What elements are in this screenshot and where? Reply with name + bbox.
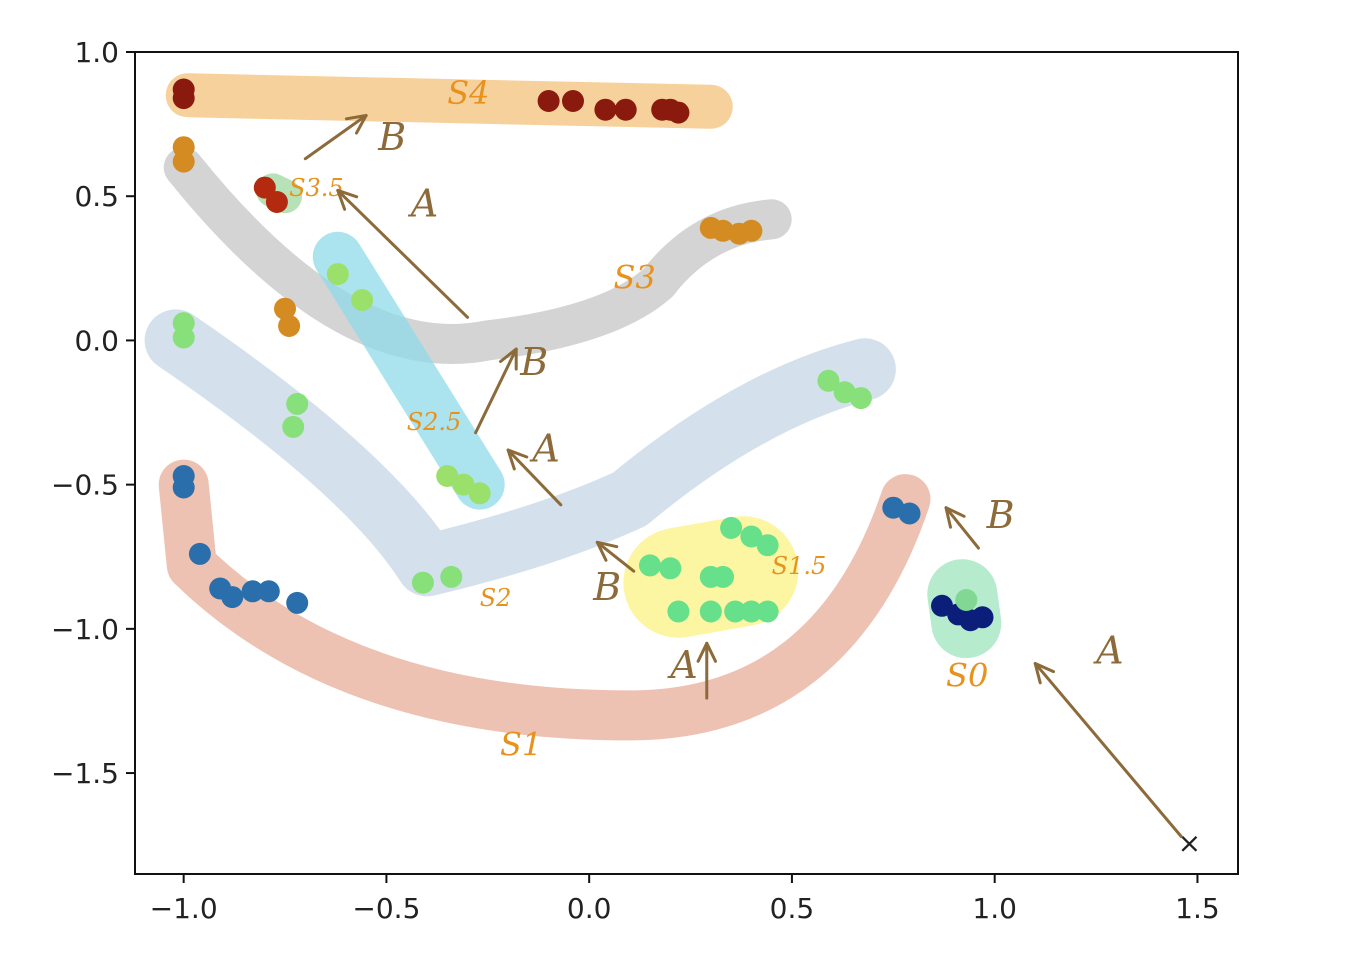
data-point (278, 315, 301, 337)
transition-label-b: B (986, 493, 1015, 537)
data-point (253, 176, 276, 199)
data-point (188, 542, 211, 565)
data-point (712, 565, 734, 588)
data-point (659, 557, 682, 580)
region-S3 (163, 147, 792, 364)
y-tick-label: −0.5 (51, 469, 119, 502)
x-tick-label: 1.0 (972, 892, 1017, 925)
data-point (756, 534, 779, 557)
data-point (955, 589, 978, 611)
region-S1 (158, 459, 931, 741)
arrow-head (944, 506, 966, 529)
data-point (172, 150, 195, 173)
transition-label-b: B (377, 115, 406, 159)
x-tick-label: 0.5 (770, 892, 815, 925)
axes-layer: −1.0 −0.5 0.0 0.5 1.0 1.5 1.0 0.5 0.0 −0.5 −1.0 −1.… (51, 36, 1220, 925)
data-point (740, 600, 763, 623)
x-tick-label: −1.0 (150, 892, 218, 925)
arrow-head (1033, 662, 1055, 685)
arrow-head (696, 641, 717, 663)
arrow-head (506, 448, 529, 471)
data-point (639, 554, 661, 577)
data-point (720, 516, 743, 539)
data-point (411, 571, 434, 594)
y-tick-label: −1.5 (51, 757, 119, 790)
data-point (452, 473, 475, 496)
data-point (351, 289, 374, 311)
data-point (282, 415, 305, 438)
region-label-S2: S2 (480, 584, 512, 612)
x-tick-label: 1.5 (1175, 892, 1220, 925)
data-point (740, 525, 763, 548)
arrow-head (336, 188, 359, 211)
data-point (849, 387, 872, 410)
arrow-head (499, 347, 518, 371)
x-tick-label: 0.0 (567, 892, 612, 925)
data-point (286, 392, 309, 415)
data-point (172, 476, 195, 499)
transition-label-b: B (592, 565, 621, 609)
region-label-S2-5: S2.5 (407, 408, 462, 436)
region-label-S3-5: S3.5 (289, 174, 344, 202)
region-S2 (144, 309, 896, 597)
data-point (436, 465, 459, 487)
data-point (817, 369, 840, 392)
data-point (699, 600, 722, 623)
data-point (614, 98, 637, 121)
data-point (971, 606, 994, 629)
transition-arrow (1033, 661, 1183, 839)
region-label-S1: S1 (500, 726, 542, 764)
transition-arrow (336, 188, 470, 319)
data-point (172, 87, 195, 110)
data-point (594, 98, 617, 121)
data-point (756, 600, 779, 623)
y-tick-label: −1.0 (51, 613, 119, 646)
data-point (172, 326, 195, 349)
data-point (562, 90, 584, 112)
x-tick-label: −0.5 (352, 892, 420, 925)
point-layer (172, 78, 994, 632)
transition-label-a: A (408, 181, 438, 225)
data-point (537, 90, 560, 112)
data-point (740, 219, 763, 242)
data-point (440, 565, 463, 588)
transition-label-a: A (1093, 628, 1123, 672)
arrow-head (344, 114, 368, 135)
transition-arrow (944, 506, 980, 550)
arrow-head (595, 540, 619, 562)
transition-arrow (474, 347, 518, 435)
plot-area-frame (134, 51, 1239, 875)
data-point (241, 580, 264, 603)
start-marker: × (1178, 826, 1201, 859)
data-point (724, 600, 747, 623)
data-point (265, 191, 288, 213)
region-label-S1-5: S1.5 (772, 552, 827, 580)
data-point (468, 482, 491, 505)
transition-arrow (303, 113, 368, 161)
data-point (326, 263, 349, 286)
data-point (898, 502, 921, 525)
transition-arrow (506, 448, 563, 507)
region-label-S0: S0 (946, 657, 988, 695)
data-point (667, 101, 690, 124)
y-tick-label: 0.0 (74, 324, 119, 357)
data-point (274, 297, 296, 320)
transition-label-b: B (519, 340, 548, 384)
y-tick-label: 0.5 (74, 180, 119, 213)
data-point (286, 591, 309, 614)
transition-arrow (595, 540, 636, 573)
data-point (667, 600, 690, 623)
data-point (931, 594, 953, 617)
data-point (221, 586, 244, 609)
transition-label-a: A (667, 643, 697, 687)
y-tick-label: 1.0 (74, 36, 119, 69)
transition-label-a: A (529, 427, 559, 471)
region-label-S3: S3 (614, 259, 656, 297)
data-point (712, 219, 734, 242)
region-label-S4: S4 (447, 74, 489, 112)
data-point (257, 580, 280, 603)
